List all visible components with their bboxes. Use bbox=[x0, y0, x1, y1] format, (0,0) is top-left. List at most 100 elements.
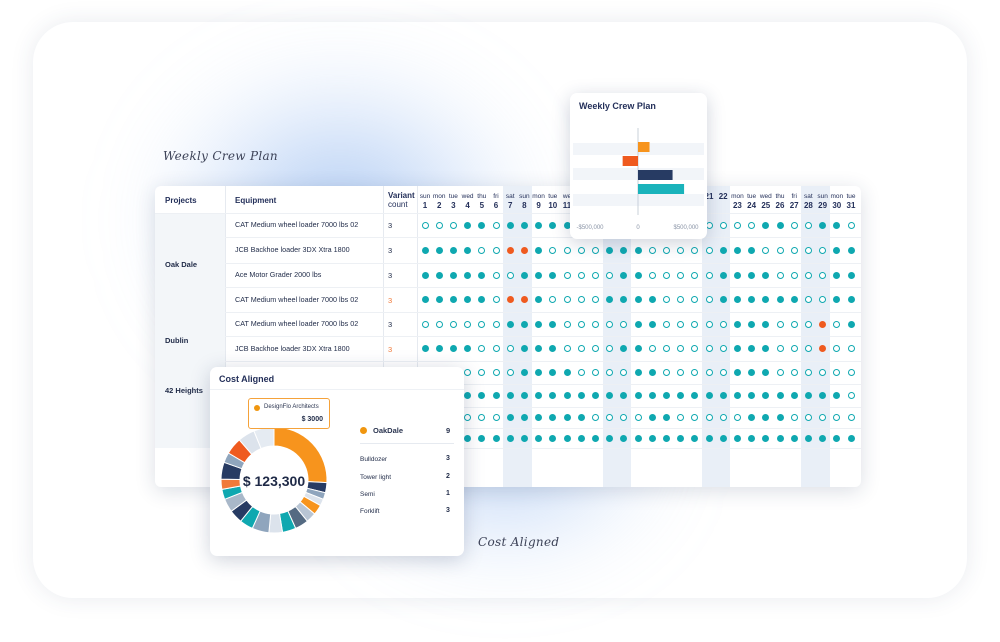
free-day-dot[interactable] bbox=[748, 221, 756, 229]
free-day-dot[interactable] bbox=[662, 271, 670, 279]
booked-day-dot[interactable] bbox=[748, 434, 756, 442]
booked-day-dot[interactable] bbox=[464, 345, 472, 352]
booked-day-dot[interactable] bbox=[520, 271, 528, 279]
free-day-dot[interactable] bbox=[606, 369, 614, 376]
free-day-dot[interactable] bbox=[506, 271, 514, 279]
free-day-dot[interactable] bbox=[549, 296, 557, 303]
free-day-dot[interactable] bbox=[790, 345, 798, 352]
crew-bar[interactable] bbox=[638, 142, 650, 152]
booked-day-dot[interactable] bbox=[506, 392, 514, 399]
free-day-dot[interactable] bbox=[833, 414, 841, 421]
booked-day-dot[interactable] bbox=[520, 434, 528, 442]
booked-day-dot[interactable] bbox=[776, 392, 784, 399]
booked-day-dot[interactable] bbox=[549, 271, 557, 279]
free-day-dot[interactable] bbox=[662, 246, 670, 254]
booked-day-dot[interactable] bbox=[549, 392, 557, 399]
free-day-dot[interactable] bbox=[577, 271, 585, 279]
free-day-dot[interactable] bbox=[705, 271, 713, 279]
booked-day-dot[interactable] bbox=[790, 434, 798, 442]
booked-day-dot[interactable] bbox=[449, 246, 457, 254]
booked-day-dot[interactable] bbox=[762, 320, 770, 328]
booked-day-dot[interactable] bbox=[563, 221, 571, 229]
free-day-dot[interactable] bbox=[492, 246, 500, 254]
booked-day-dot[interactable] bbox=[478, 221, 486, 229]
free-day-dot[interactable] bbox=[677, 345, 685, 352]
free-day-dot[interactable] bbox=[606, 320, 614, 328]
booked-day-dot[interactable] bbox=[620, 246, 628, 254]
free-day-dot[interactable] bbox=[478, 246, 486, 254]
booked-day-dot[interactable] bbox=[677, 434, 685, 442]
booked-day-dot[interactable] bbox=[847, 434, 855, 442]
booked-day-dot[interactable] bbox=[762, 296, 770, 303]
free-day-dot[interactable] bbox=[719, 369, 727, 376]
free-day-dot[interactable] bbox=[620, 414, 628, 421]
booked-day-dot[interactable] bbox=[833, 221, 841, 229]
booked-day-dot[interactable] bbox=[847, 271, 855, 279]
booked-day-dot[interactable] bbox=[435, 246, 443, 254]
day-header[interactable]: sat 7 bbox=[503, 192, 517, 210]
free-day-dot[interactable] bbox=[563, 345, 571, 352]
free-day-dot[interactable] bbox=[662, 369, 670, 376]
booked-day-dot[interactable] bbox=[634, 296, 642, 303]
free-day-dot[interactable] bbox=[435, 320, 443, 328]
free-day-dot[interactable] bbox=[591, 271, 599, 279]
free-day-dot[interactable] bbox=[563, 320, 571, 328]
free-day-dot[interactable] bbox=[591, 369, 599, 376]
free-day-dot[interactable] bbox=[464, 369, 472, 376]
booked-day-dot[interactable] bbox=[662, 414, 670, 421]
booked-day-dot[interactable] bbox=[762, 221, 770, 229]
free-day-dot[interactable] bbox=[677, 296, 685, 303]
booked-day-dot[interactable] bbox=[435, 271, 443, 279]
booked-day-dot[interactable] bbox=[478, 434, 486, 442]
free-day-dot[interactable] bbox=[705, 296, 713, 303]
free-day-dot[interactable] bbox=[492, 320, 500, 328]
booked-day-dot[interactable] bbox=[535, 296, 543, 303]
booked-day-dot[interactable] bbox=[719, 434, 727, 442]
booked-day-dot[interactable] bbox=[819, 392, 827, 399]
booked-day-dot[interactable] bbox=[535, 345, 543, 352]
booked-day-dot[interactable] bbox=[648, 392, 656, 399]
booked-day-dot[interactable] bbox=[804, 392, 812, 399]
booked-day-dot[interactable] bbox=[748, 320, 756, 328]
day-header[interactable]: tue 31 bbox=[844, 192, 858, 210]
booked-day-dot[interactable] bbox=[563, 392, 571, 399]
free-day-dot[interactable] bbox=[492, 221, 500, 229]
booked-day-dot[interactable] bbox=[549, 434, 557, 442]
free-day-dot[interactable] bbox=[478, 414, 486, 421]
booked-day-dot[interactable] bbox=[620, 392, 628, 399]
free-day-dot[interactable] bbox=[662, 296, 670, 303]
booked-day-dot[interactable] bbox=[606, 434, 614, 442]
free-day-dot[interactable] bbox=[435, 221, 443, 229]
booked-day-dot[interactable] bbox=[549, 369, 557, 376]
booked-day-dot[interactable] bbox=[535, 246, 543, 254]
crew-bar[interactable] bbox=[638, 184, 685, 194]
free-day-dot[interactable] bbox=[478, 320, 486, 328]
booked-day-dot[interactable] bbox=[833, 434, 841, 442]
booked-day-dot[interactable] bbox=[478, 296, 486, 303]
free-day-dot[interactable] bbox=[677, 271, 685, 279]
booked-day-dot[interactable] bbox=[535, 434, 543, 442]
free-day-dot[interactable] bbox=[421, 221, 429, 229]
project-group-dublin[interactable]: Dublin bbox=[155, 316, 225, 364]
free-day-dot[interactable] bbox=[662, 320, 670, 328]
booked-day-dot[interactable] bbox=[733, 434, 741, 442]
free-day-dot[interactable] bbox=[719, 345, 727, 352]
booked-day-dot[interactable] bbox=[776, 414, 784, 421]
booked-day-dot[interactable] bbox=[449, 271, 457, 279]
free-day-dot[interactable] bbox=[691, 271, 699, 279]
free-day-dot[interactable] bbox=[478, 345, 486, 352]
free-day-dot[interactable] bbox=[790, 320, 798, 328]
day-header[interactable]: fri 6 bbox=[489, 192, 503, 210]
free-day-dot[interactable] bbox=[705, 345, 713, 352]
booked-day-dot[interactable] bbox=[549, 221, 557, 229]
equipment-column-header[interactable]: Equipment bbox=[235, 196, 277, 205]
booked-day-dot[interactable] bbox=[549, 414, 557, 421]
day-header[interactable]: tue 10 bbox=[546, 192, 560, 210]
free-day-dot[interactable] bbox=[776, 271, 784, 279]
booked-day-dot[interactable] bbox=[847, 296, 855, 303]
booked-day-dot[interactable] bbox=[648, 414, 656, 421]
booked-day-dot[interactable] bbox=[634, 271, 642, 279]
booked-day-dot[interactable] bbox=[435, 296, 443, 303]
free-day-dot[interactable] bbox=[591, 414, 599, 421]
free-day-dot[interactable] bbox=[648, 345, 656, 352]
